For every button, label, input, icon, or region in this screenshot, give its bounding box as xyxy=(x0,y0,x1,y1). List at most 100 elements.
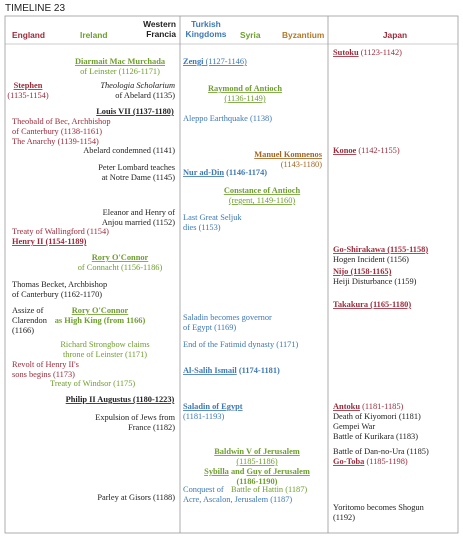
entry-line: Nur ad-Din (1146-1174) xyxy=(183,168,267,177)
entry-text: Raymond of Antioch xyxy=(208,84,282,93)
column-header: Japan xyxy=(383,30,407,40)
entry-text: Abelard condemned (1141) xyxy=(83,146,175,155)
entry-text: Philip II Augustus (1180-1223) xyxy=(66,395,175,404)
entry-line: Rory O'Connor xyxy=(92,253,149,262)
entry-text: (1123-1142) xyxy=(359,48,403,57)
entry-text: Baldwin V of Jerusalem xyxy=(214,447,300,456)
entry-line: Sybilla and Guy of Jerusalem xyxy=(204,467,310,476)
entry-line: Go-Toba (1185-1198) xyxy=(333,457,408,466)
entry-text: Antoku xyxy=(333,402,360,411)
entry-line: sons begins (1173) xyxy=(12,370,75,379)
entry-line: Yoritomo becomes Shogun xyxy=(333,503,425,512)
entry-text: The Anarchy (1139-1154) xyxy=(12,137,99,146)
entry-text: (1185-1198) xyxy=(364,457,408,466)
entry-text: of Leinster (1126-1171) xyxy=(80,67,160,76)
entry-text: Thomas Becket, Archbishop xyxy=(12,280,107,289)
entry-line: Battle of Kurikara (1183) xyxy=(333,432,418,441)
entry-text: Theologia Scholarium xyxy=(100,81,175,90)
entry-text: Rory O'Connor xyxy=(92,253,149,262)
entry-line: Battle of Hattin (1187) xyxy=(231,485,307,494)
entry-text: (1166) xyxy=(12,326,34,335)
entry-line: (1181-1193) xyxy=(183,412,224,421)
entry-text: (regent, 1149-1160) xyxy=(229,196,296,205)
entry-text: Aleppo Earthquake (1138) xyxy=(183,114,272,123)
entry-line: Saladin of Egypt xyxy=(183,402,243,411)
entry-text: (1136-1149) xyxy=(224,94,265,103)
column-header: Kingdoms xyxy=(186,29,227,39)
entry-line: Takakura (1165-1180) xyxy=(333,300,411,309)
entry-text: Guy of Jerusalem xyxy=(247,467,310,476)
entry-text: Eleanor and Henry of xyxy=(103,208,176,217)
entry-line: Aleppo Earthquake (1138) xyxy=(183,114,272,123)
entry-line: Baldwin V of Jerusalem xyxy=(214,447,300,456)
entry-line: Eleanor and Henry of xyxy=(103,208,176,217)
entry-text: Henry II (1154-1189) xyxy=(12,237,87,246)
entry-text: Takakura (1165-1180) xyxy=(333,300,411,309)
entry-line: Zengi (1127-1146) xyxy=(183,57,247,66)
entry-line: (1186-1190) xyxy=(237,477,278,486)
entry-line: Antoku (1181-1185) xyxy=(333,402,404,411)
entry-line: of Abelard (1135) xyxy=(115,91,175,100)
entry-text: (1181-1185) xyxy=(360,402,404,411)
column-header: Turkish xyxy=(191,19,221,29)
entry-text: Conquest of xyxy=(183,485,224,494)
entry-text: Acre, Ascalon, Jerusalem (1187) xyxy=(183,495,292,504)
entry-text: Stephen xyxy=(14,81,43,90)
entry-line: Clarendon xyxy=(12,316,48,325)
entry-text: (1174-1181) xyxy=(237,366,280,375)
entry-text: Gempei War xyxy=(333,422,375,431)
entry-text: Richard Strongbow claims xyxy=(60,340,149,349)
column-header: England xyxy=(12,30,45,40)
entry-line: Al-Salih Ismail (1174-1181) xyxy=(183,366,280,375)
entry-line: Manuel Komnenos xyxy=(254,150,322,159)
entry-text: of Connacht (1156-1186) xyxy=(78,263,163,272)
entry-line: throne of Leinster (1171) xyxy=(63,350,147,359)
frame xyxy=(4,15,459,534)
entry-line: Acre, Ascalon, Jerusalem (1187) xyxy=(183,495,292,504)
entry-text: (1192) xyxy=(333,513,355,522)
entry-text: Assize of xyxy=(12,306,44,315)
entry-line: Theologia Scholarium xyxy=(100,81,175,90)
entry-line: Expulsion of Jews from xyxy=(95,413,175,422)
entry-text: Treaty of Windsor (1175) xyxy=(50,379,135,388)
entry-text: Nijo (1158-1165) xyxy=(333,267,392,276)
entry-text: (1143-1180) xyxy=(281,160,322,169)
entry-line: Thomas Becket, Archbishop xyxy=(12,280,107,289)
entry-text: Konoe xyxy=(333,146,357,155)
entry-text: Constance of Antioch xyxy=(224,186,301,195)
entry-text: (1135-1154) xyxy=(7,91,48,100)
entry-text: Peter Lombard teaches xyxy=(98,163,175,172)
entry-line: Henry II (1154-1189) xyxy=(12,237,87,246)
entry-line: (regent, 1149-1160) xyxy=(229,196,296,205)
entry-text: Rory O'Connor xyxy=(72,306,129,315)
entry-line: Battle of Dan-no-Ura (1185) xyxy=(333,447,429,456)
column-header: Western xyxy=(143,19,176,29)
entry-text: Hogen Incident (1156) xyxy=(333,255,409,264)
entry-text: Sybilla xyxy=(204,467,229,476)
entry-line: Sutoku (1123-1142) xyxy=(333,48,402,57)
entry-text: of Abelard (1135) xyxy=(115,91,175,100)
entry-line: (1185-1186) xyxy=(236,457,277,466)
entry-line: Last Great Seljuk xyxy=(183,213,242,222)
entry-line: Parley at Gisors (1188) xyxy=(97,493,175,502)
column-header: Byzantium xyxy=(282,30,324,40)
entry-text: Zengi xyxy=(183,57,204,66)
entry-line: Stephen xyxy=(14,81,43,90)
entry-line: Saladin becomes governor xyxy=(183,313,272,322)
entry-text: Clarendon xyxy=(12,316,48,325)
entry-line: Treaty of Windsor (1175) xyxy=(50,379,135,388)
entry-line: (1136-1149) xyxy=(224,94,265,103)
entry-text: Theobald of Bec, Archbishop xyxy=(12,117,111,126)
entry-line: Assize of xyxy=(12,306,44,315)
entry-line: End of the Fatimid dynasty (1171) xyxy=(183,340,299,349)
entry-text: and xyxy=(229,467,247,476)
entry-text: Yoritomo becomes Shogun xyxy=(333,503,425,512)
entry-line: Philip II Augustus (1180-1223) xyxy=(66,395,175,404)
title: TIMELINE 23 xyxy=(5,3,65,14)
entry-line: dies (1153) xyxy=(183,223,221,232)
entry-text: Sutoku xyxy=(333,48,359,57)
entry-text: Heiji Disturbance (1159) xyxy=(333,277,417,286)
entry-text: Parley at Gisors (1188) xyxy=(97,493,175,502)
